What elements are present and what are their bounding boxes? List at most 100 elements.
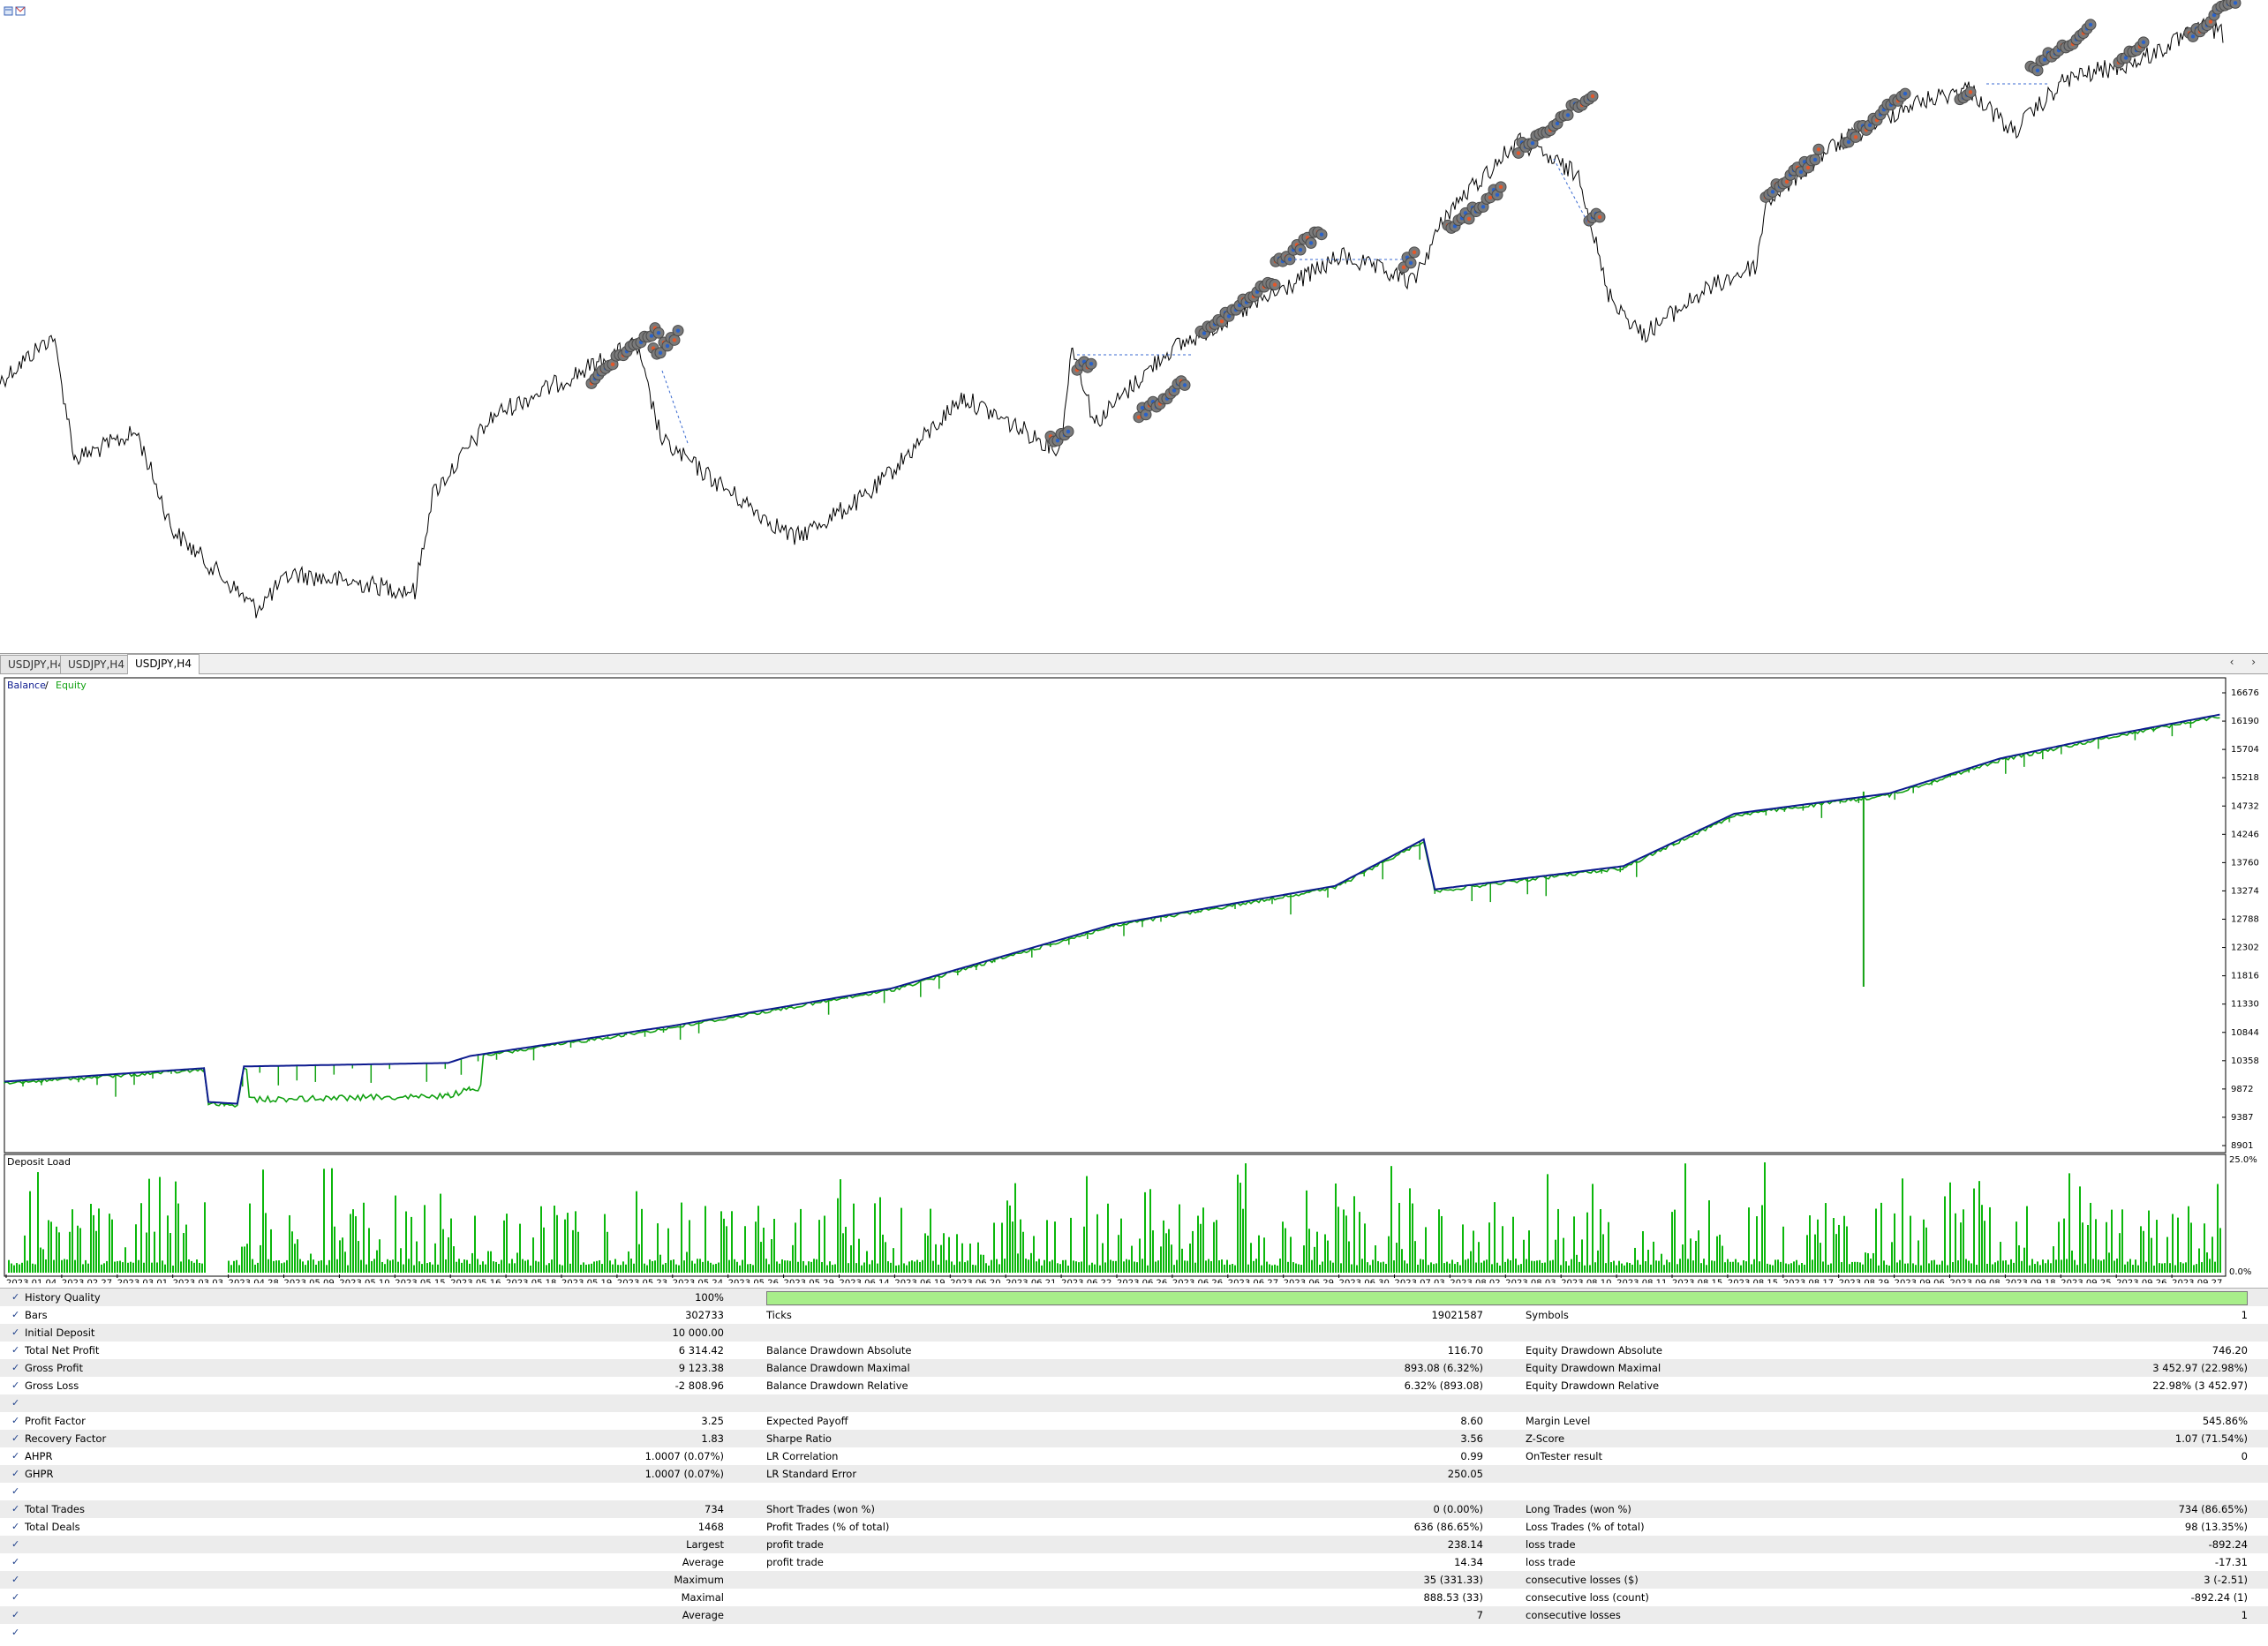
stat-label: Balance Drawdown Maximal — [766, 1362, 910, 1374]
check-icon[interactable]: ✓ — [11, 1362, 20, 1373]
x-tick-label: 2023.05.29 — [784, 1278, 834, 1283]
balance-equity-chart: Balance / Equity Deposit Load 16676 16190… — [4, 677, 2259, 1288]
check-icon[interactable]: ✓ — [11, 1503, 20, 1514]
check-icon[interactable]: ✓ — [11, 1485, 20, 1497]
stat-value: 545.86% — [2202, 1415, 2248, 1427]
stat-value: 734 (86.65%) — [2178, 1503, 2248, 1515]
tab-usdjpy-3[interactable]: USDJPY,H4 — [127, 654, 200, 674]
stat-value: 1.0007 (0.07%) — [644, 1450, 724, 1462]
check-icon[interactable]: ✓ — [11, 1379, 20, 1391]
stat-value: 302733 — [685, 1309, 724, 1321]
stat-value: 0.99 — [1460, 1450, 1483, 1462]
check-icon[interactable]: ✓ — [11, 1574, 20, 1585]
stat-label: loss trade — [1526, 1556, 1576, 1568]
stats-row: ✓ Bars 302733 Ticks 19021587 Symbols 1 — [0, 1306, 2268, 1324]
stat-value: -17.31 — [2214, 1556, 2248, 1568]
stat-value: 3 (-2.51) — [2204, 1574, 2248, 1586]
stat-value: 1 — [2241, 1309, 2248, 1321]
stat-value: -892.24 (1) — [2190, 1591, 2248, 1604]
stat-label: profit trade — [766, 1556, 824, 1568]
price-chart[interactable] — [0, 0, 2268, 654]
tab-usdjpy-1[interactable]: USDJPY,H4 — [0, 655, 72, 673]
y-tick-label: 12302 — [2231, 943, 2259, 953]
y-tick-label: 16190 — [2231, 717, 2259, 726]
history-quality-bar — [766, 1291, 2248, 1305]
balance-line — [4, 713, 2220, 1105]
check-icon[interactable]: ✓ — [11, 1415, 20, 1426]
check-icon[interactable]: ✓ — [11, 1556, 20, 1567]
check-icon[interactable]: ✓ — [11, 1591, 20, 1603]
stat-value: Maximal — [681, 1591, 724, 1604]
deposit-tick-top: 25.0% — [2229, 1155, 2257, 1165]
stats-row: ✓ — [0, 1394, 2268, 1412]
stat-label: Z-Score — [1526, 1432, 1565, 1445]
x-tick-label: 2023.02.27 — [62, 1278, 112, 1283]
stat-value: 636 (86.65%) — [1413, 1521, 1483, 1533]
x-tick-label: 2023.05.09 — [284, 1278, 335, 1283]
stat-label: profit trade — [766, 1538, 824, 1551]
stats-row: ✓ Recovery Factor 1.83 Sharpe Ratio 3.56 Z-Sc… — [0, 1430, 2268, 1447]
check-icon[interactable]: ✓ — [11, 1450, 20, 1462]
check-icon[interactable]: ✓ — [11, 1627, 20, 1638]
check-icon[interactable]: ✓ — [11, 1538, 20, 1550]
stat-label: Total Net Profit — [25, 1344, 100, 1357]
x-tick-label: 2023.05.18 — [506, 1278, 556, 1283]
stat-label: Initial Deposit — [25, 1327, 95, 1339]
stat-label: Sharpe Ratio — [766, 1432, 832, 1445]
stat-value: Largest — [686, 1538, 724, 1551]
stat-value: 1 — [2241, 1609, 2248, 1621]
y-tick-label: 8901 — [2231, 1141, 2253, 1151]
stat-value: 1.0007 (0.07%) — [644, 1468, 724, 1480]
stat-label: Gross Profit — [25, 1362, 84, 1374]
stat-label: Gross Loss — [25, 1379, 79, 1392]
stat-value: 6 314.42 — [678, 1344, 724, 1357]
stat-value: 3 452.97 (22.98%) — [2152, 1362, 2248, 1374]
y-tick-label: 16676 — [2231, 688, 2259, 698]
tab-usdjpy-2[interactable]: USDJPY,H4 — [60, 655, 132, 673]
check-icon[interactable]: ✓ — [11, 1609, 20, 1620]
stats-row: ✓ Average profit trade 14.34 loss trade -17.3… — [0, 1553, 2268, 1571]
check-icon[interactable]: ✓ — [11, 1309, 20, 1320]
check-icon[interactable]: ✓ — [11, 1468, 20, 1479]
stats-row: ✓ Profit Factor 3.25 Expected Payoff 8.60 Mar… — [0, 1412, 2268, 1430]
tab-scroll-arrows[interactable]: ‹ › — [2229, 656, 2263, 668]
check-icon[interactable]: ✓ — [11, 1521, 20, 1532]
stat-value: 22.98% (3 452.97) — [2152, 1379, 2248, 1392]
y-tick-label: 9872 — [2231, 1085, 2253, 1094]
stat-value: 10 000.00 — [672, 1327, 724, 1339]
stat-label: LR Standard Error — [766, 1468, 857, 1480]
check-icon[interactable]: ✓ — [11, 1397, 20, 1409]
x-tick-label: 2023.09.06 — [1895, 1278, 1945, 1283]
stat-label: OnTester result — [1526, 1450, 1602, 1462]
stats-row: ✓ Largest profit trade 238.14 loss trade -892… — [0, 1536, 2268, 1553]
legend-equity: Equity — [56, 680, 87, 691]
stat-value: -892.24 — [2208, 1538, 2248, 1551]
stat-value: Average — [682, 1556, 724, 1568]
stat-label: Equity Drawdown Absolute — [1526, 1344, 1663, 1357]
stat-value: 1.07 (71.54%) — [2174, 1432, 2248, 1445]
stats-row: ✓ Total Trades 734 Short Trades (won %) 0 (0… — [0, 1500, 2268, 1518]
stat-label: Equity Drawdown Relative — [1526, 1379, 1660, 1392]
stats-row: ✓ Average 7 consecutive losses 1 — [0, 1606, 2268, 1624]
x-tick-label: 2023.08.29 — [1839, 1278, 1889, 1283]
check-icon[interactable]: ✓ — [11, 1291, 20, 1303]
deposit-tick-bottom: 0.0% — [2229, 1267, 2251, 1277]
x-tick-label: 2023.06.14 — [840, 1278, 890, 1283]
stat-label: AHPR — [25, 1450, 53, 1462]
x-tick-label: 2023.05.10 — [339, 1278, 389, 1283]
stat-value: 0 — [2241, 1450, 2248, 1462]
stat-value: 1468 — [697, 1521, 724, 1533]
x-tick-label: 2023.09.26 — [2116, 1278, 2166, 1283]
backtest-report-chart: Balance / Equity Deposit Load 16676 16190… — [0, 674, 2268, 1288]
x-tick-label: 2023.08.15 — [1672, 1278, 1722, 1283]
x-tick-label: 2023.05.16 — [450, 1278, 501, 1283]
x-tick-label: 2023.01.04 — [6, 1278, 57, 1283]
chart-window-icon[interactable] — [4, 6, 26, 17]
stat-value: 0 (0.00%) — [1433, 1503, 1483, 1515]
check-icon[interactable]: ✓ — [11, 1327, 20, 1338]
check-icon[interactable]: ✓ — [11, 1344, 20, 1356]
stats-row: ✓ — [0, 1483, 2268, 1500]
deposit-load-label: Deposit Load — [7, 1156, 71, 1168]
backtest-results-table: ✓ History Quality 100% ✓ Bars 302733 Ticks 1902… — [0, 1288, 2268, 1646]
check-icon[interactable]: ✓ — [11, 1432, 20, 1444]
